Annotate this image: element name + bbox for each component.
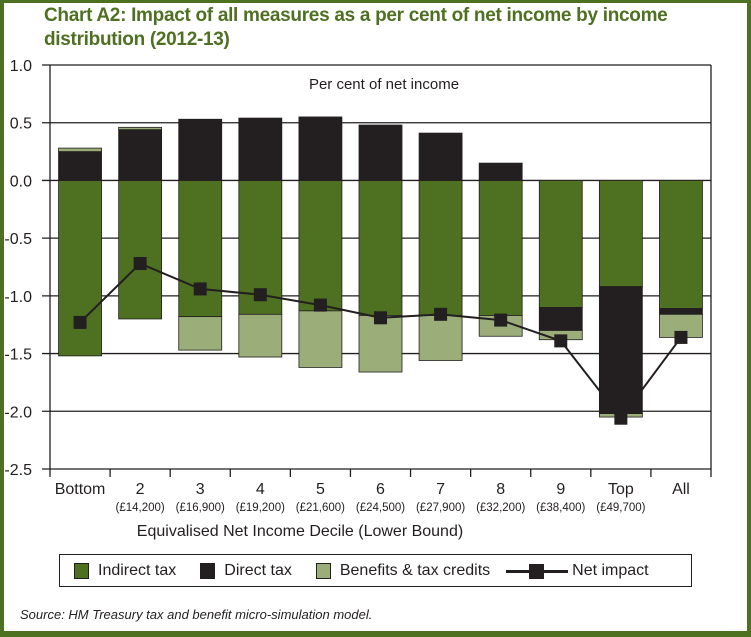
legend-swatch-direct [200,562,216,579]
chart-annotation: Per cent of net income [309,76,459,93]
axis-labels: 1.0 0.5 0.0 -0.5 -1.0 -1.5 -2.0 -2.5 Bottom 2 (£14… [4,58,689,514]
bar-direct [298,116,343,181]
bar-indirect [178,180,223,318]
legend-label: Indirect tax [98,561,177,579]
y-tick-label: -0.5 [4,231,32,248]
y-tick-label: 0.0 [10,173,32,190]
x-tick-sublabel: (£24,500) [356,502,405,514]
frame-border-bottom [0,631,751,637]
net-impact-marker [434,307,448,321]
bar-benefits [358,315,403,373]
x-tick-label: 2 [136,481,145,498]
x-tick-sublabel: (£49,700) [596,502,645,514]
bar-direct [58,151,102,181]
bar-benefits [118,126,163,131]
x-tick-sublabel: (£16,900) [176,502,225,514]
y-tick-label: -1.5 [4,347,32,364]
bar-indirect [418,180,463,316]
bar-direct [418,132,463,181]
bar-direct [538,306,583,331]
frame-border-right [747,0,751,637]
bar-direct [598,286,643,414]
net-impact-marker [494,313,508,327]
frame-border-left [0,0,4,637]
bar-indirect [538,180,583,308]
bar-benefits [58,147,102,152]
bar-benefits [178,316,223,351]
legend-item-net: Net impact [506,561,649,580]
legend-label: Benefits & tax credits [339,561,491,579]
x-tick-label: 5 [316,481,325,498]
x-tick-sublabel: (£14,200) [116,502,165,514]
y-tick-label: -1.0 [4,289,32,306]
bar-direct [358,124,403,181]
x-tick-label: 9 [556,481,565,498]
x-tick-label: 8 [496,481,505,498]
net-impact-marker [193,282,207,296]
bar-indirect [358,180,403,316]
y-tick-label: 0.5 [10,116,32,133]
legend-item-benefits: Benefits & tax credits [315,561,491,580]
bar-indirect [58,180,102,357]
legend-item-direct: Direct tax [200,562,292,580]
net-impact-marker [253,288,267,302]
source-note: Source: HM Treasury tax and benefit micr… [20,607,373,622]
net-impact-marker [313,298,327,312]
legend-item-indirect: Indirect tax [74,562,176,580]
bar-indirect [298,180,343,312]
legend: Indirect tax Direct tax Benefits & tax c… [59,554,692,587]
bar-direct [118,129,163,181]
legend-swatch-benefits [315,562,331,579]
bars [58,116,703,418]
legend-label: Net impact [572,561,649,579]
net-impact-marker [554,334,568,348]
x-tick-sublabel: (£21,600) [296,502,345,514]
bar-direct [659,308,703,315]
net-impact-marker [133,257,147,271]
legend-label: Direct tax [224,561,292,579]
legend-swatch-net [506,563,569,579]
net-impact-series [73,257,688,425]
x-tick-label: 3 [196,481,205,498]
x-tick-label: 6 [376,481,385,498]
bar-direct [178,118,223,181]
net-impact-marker [614,411,628,425]
x-tick-label: 7 [436,481,445,498]
x-tick-sublabel: (£32,200) [476,502,525,514]
net-impact-marker [374,311,387,325]
bar-direct [238,117,283,181]
legend-swatch-indirect [74,562,89,579]
net-impact-marker [674,330,688,344]
bar-benefits [418,315,463,361]
bar-benefits [298,310,343,368]
bar-indirect [659,180,703,309]
bar-direct [478,162,523,181]
bar-indirect [598,180,643,288]
bar-benefits [238,313,283,358]
net-impact-marker [73,315,87,329]
x-tick-label: 4 [256,481,265,498]
bar-indirect [478,180,523,316]
y-tick-label: -2.0 [4,404,32,421]
y-tick-label: 1.0 [10,58,32,75]
chart-title: Chart A2: Impact of all measures as a pe… [44,5,668,50]
x-tick-label: Top [608,481,634,498]
x-tick-label: Bottom [55,481,106,498]
frame-border-top [0,0,751,3]
axes [49,65,712,477]
x-axis-title: Equivalised Net Income Decile (Lower Bou… [137,523,463,540]
y-tick-label: -2.5 [4,462,32,479]
x-tick-sublabel: (£38,400) [536,502,585,514]
x-tick-label: All [672,481,690,498]
x-tick-sublabel: (£27,900) [416,502,465,514]
bar-indirect [118,180,163,320]
x-tick-sublabel: (£19,200) [236,502,285,514]
